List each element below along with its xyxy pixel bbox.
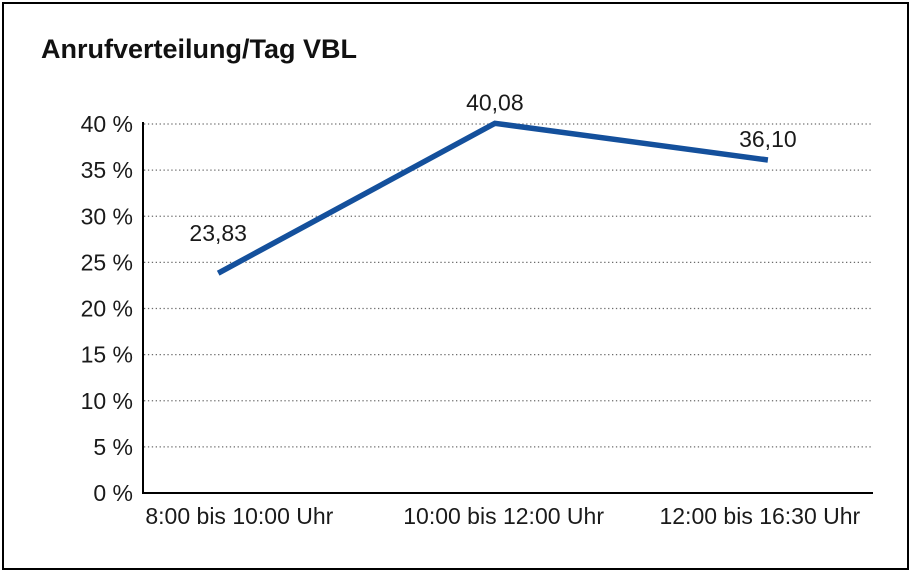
y-tick-label: 30 % [81, 203, 133, 229]
y-tick-label: 35 % [81, 157, 133, 183]
y-tick-label: 0 % [93, 480, 133, 506]
chart-frame: Anrufverteilung/Tag VBL [2, 2, 909, 570]
x-category-label: 10:00 bis 12:00 Uhr [403, 503, 604, 529]
series-line [216, 120, 769, 276]
data-label: 36,10 [739, 126, 797, 152]
y-tick-label: 10 % [81, 388, 133, 414]
x-category-label: 8:00 bis 10:00 Uhr [145, 503, 333, 529]
data-label: 40,08 [466, 89, 524, 115]
x-category-label: 12:00 bis 16:30 Uhr [659, 503, 860, 529]
y-tick-label: 40 % [81, 111, 133, 137]
y-tick-label: 15 % [81, 342, 133, 368]
y-tick-label: 25 % [81, 249, 133, 275]
y-tick-label: 5 % [93, 434, 133, 460]
chart-title: Anrufverteilung/Tag VBL [41, 34, 358, 64]
y-tick-label: 20 % [81, 296, 133, 322]
data-label: 23,83 [189, 220, 247, 246]
